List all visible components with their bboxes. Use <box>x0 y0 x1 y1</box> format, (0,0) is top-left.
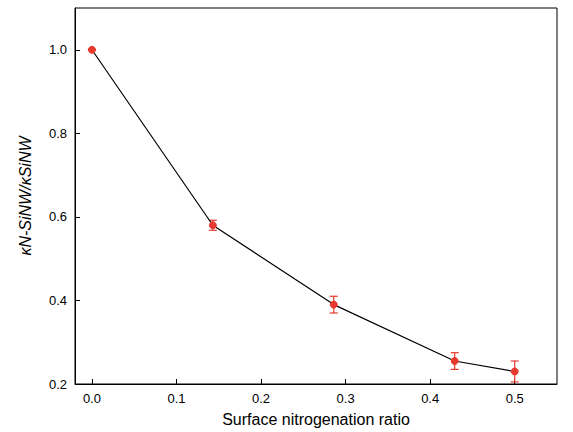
svg-text:0.4: 0.4 <box>49 293 67 308</box>
svg-text:0.2: 0.2 <box>49 377 67 392</box>
svg-text:0.0: 0.0 <box>83 391 101 406</box>
svg-text:Surface nitrogenation ratio: Surface nitrogenation ratio <box>222 411 410 428</box>
svg-text:0.6: 0.6 <box>49 209 67 224</box>
svg-text:0.3: 0.3 <box>337 391 355 406</box>
svg-text:0.2: 0.2 <box>252 391 270 406</box>
svg-text:κN-SiNW/κSiNW: κN-SiNW/κSiNW <box>17 135 34 256</box>
svg-text:0.5: 0.5 <box>506 391 524 406</box>
svg-text:1.0: 1.0 <box>49 42 67 57</box>
svg-text:0.8: 0.8 <box>49 126 67 141</box>
svg-text:0.4: 0.4 <box>421 391 439 406</box>
svg-text:0.1: 0.1 <box>167 391 185 406</box>
